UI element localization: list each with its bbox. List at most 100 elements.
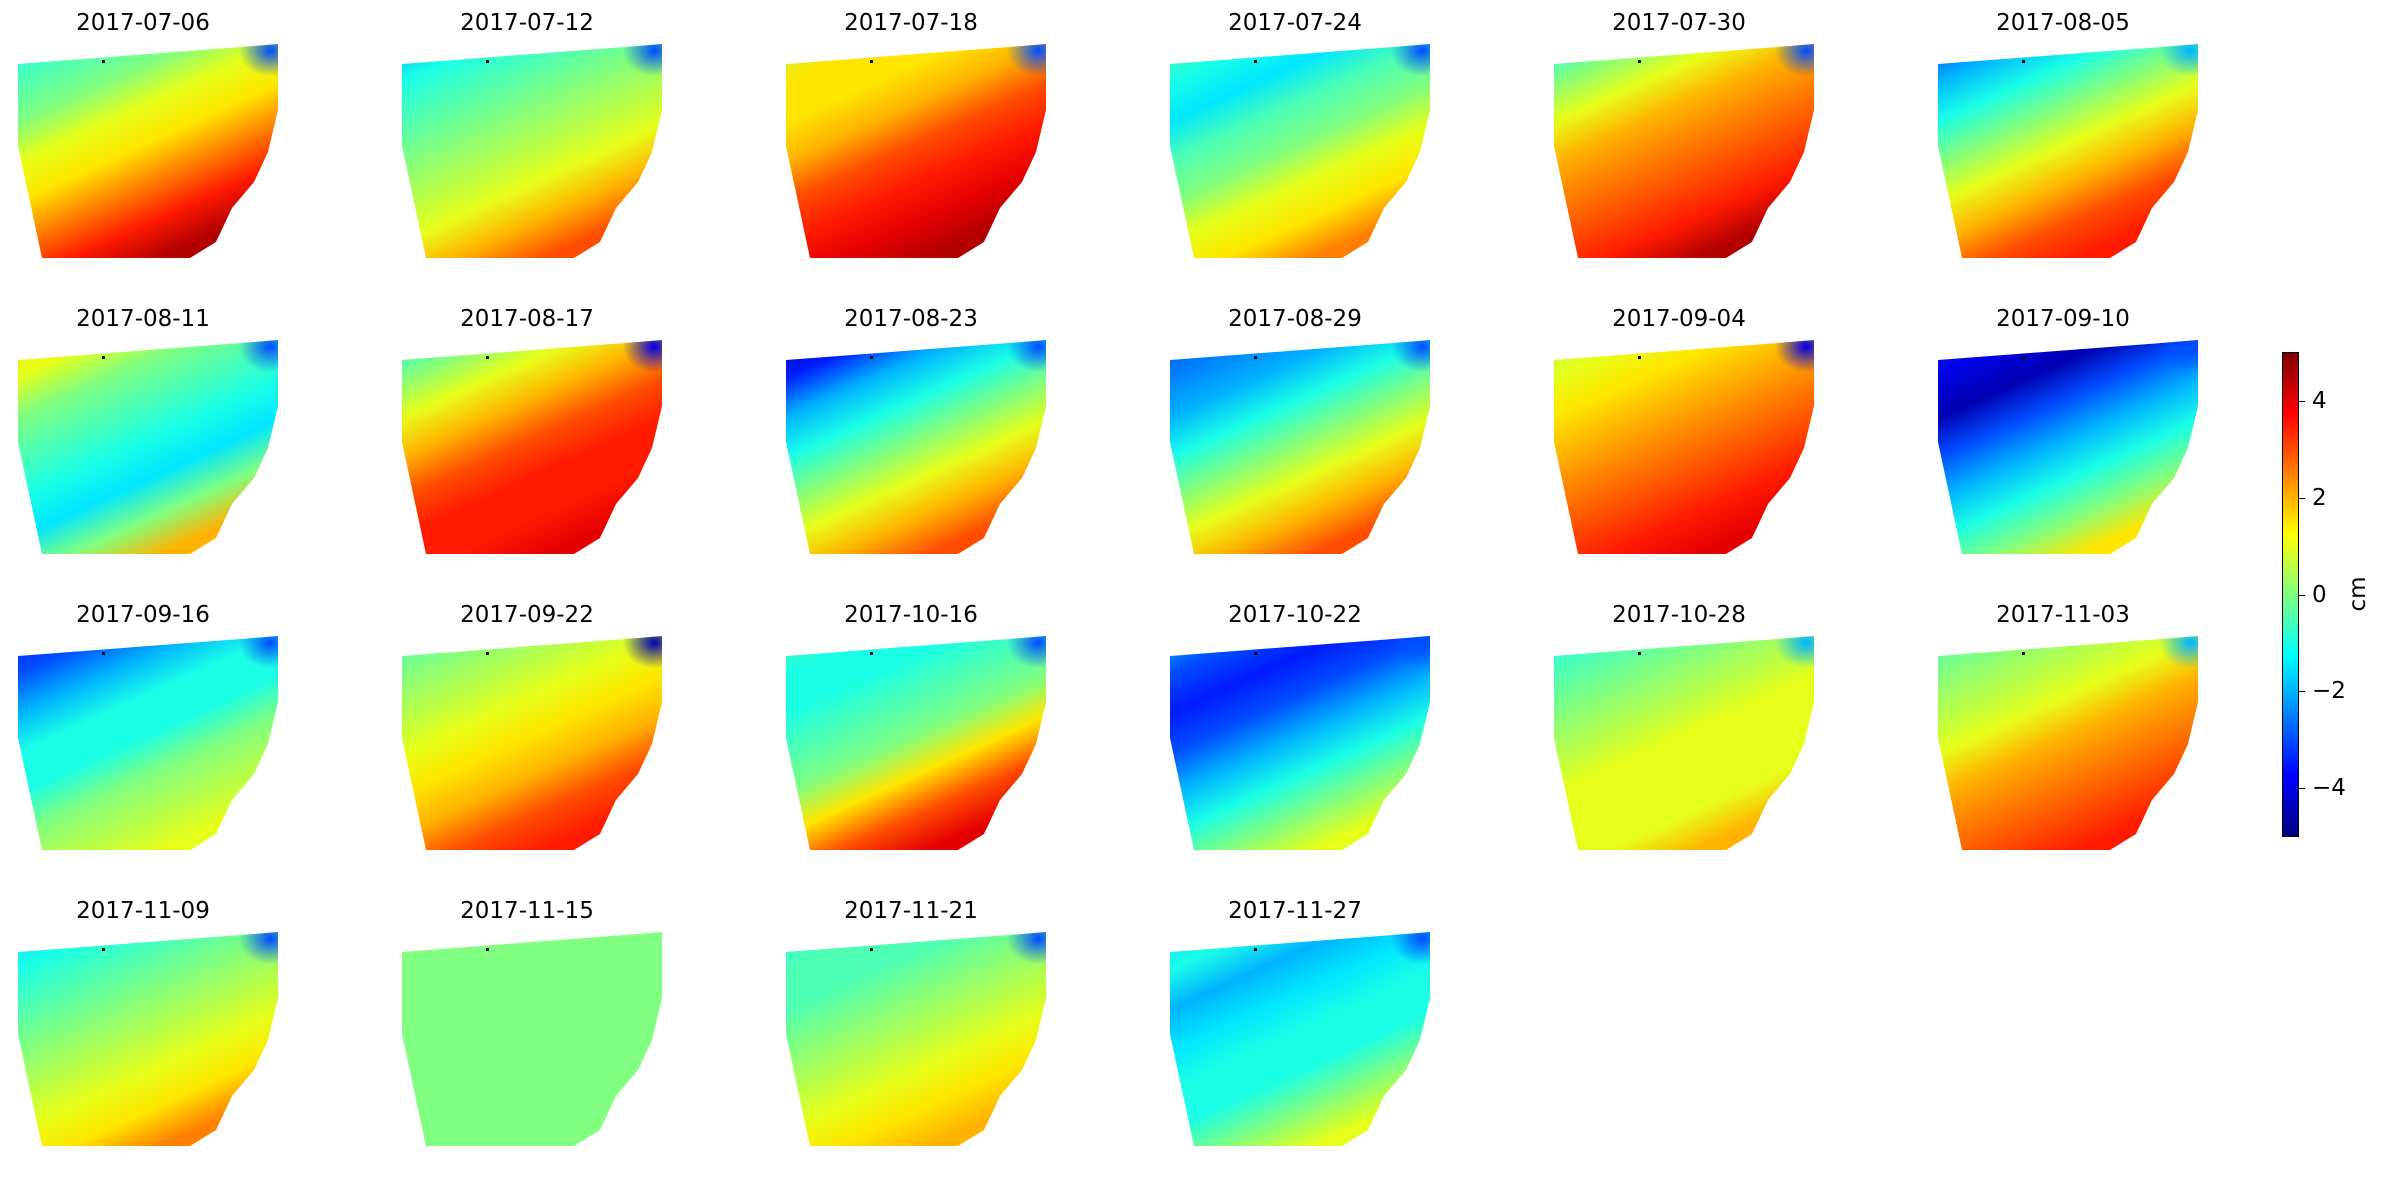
panel-2017-11-09: 2017-11-09 <box>8 896 278 1146</box>
reference-point <box>1254 60 1257 63</box>
reference-point <box>2022 652 2025 655</box>
reference-point <box>1638 60 1641 63</box>
map-corner-anomaly <box>1170 44 1430 258</box>
panel-title: 2017-09-16 <box>76 602 210 628</box>
panel-title: 2017-11-27 <box>1228 898 1362 924</box>
panel-2017-10-22: 2017-10-22 <box>1160 600 1430 850</box>
deformation-map <box>1168 930 1430 1146</box>
deformation-map-svg <box>402 636 662 850</box>
colorbar: 4 2 0 −2 −4 <box>2282 352 2352 837</box>
deformation-map <box>16 42 278 258</box>
map-corner-anomaly <box>402 636 662 850</box>
map-corner-anomaly <box>1554 44 1814 258</box>
panel-title: 2017-09-22 <box>460 602 594 628</box>
deformation-map <box>1936 634 2198 850</box>
map-corner-anomaly <box>18 636 278 850</box>
panel-2017-10-16: 2017-10-16 <box>776 600 1046 850</box>
deformation-map-svg <box>786 340 1046 554</box>
map-corner-anomaly <box>1170 636 1430 850</box>
deformation-map <box>400 42 662 258</box>
panel-title: 2017-07-24 <box>1228 10 1362 36</box>
panel-title: 2017-09-10 <box>1996 306 2130 332</box>
colorbar-tick-label: −2 <box>2312 678 2346 705</box>
colorbar-tick-label: 0 <box>2312 581 2327 608</box>
map-corner-anomaly <box>1554 340 1814 554</box>
deformation-map <box>16 930 278 1146</box>
reference-point <box>2022 356 2025 359</box>
panel-title: 2017-08-11 <box>76 306 210 332</box>
deformation-map-svg <box>1938 44 2198 258</box>
map-corner-anomaly <box>786 340 1046 554</box>
deformation-map <box>1552 42 1814 258</box>
reference-point <box>1254 948 1257 951</box>
deformation-map-svg <box>786 932 1046 1146</box>
reference-point <box>870 652 873 655</box>
colorbar-tick <box>2298 594 2305 596</box>
reference-point <box>486 356 489 359</box>
reference-point <box>870 60 873 63</box>
panel-2017-08-23: 2017-08-23 <box>776 304 1046 554</box>
panel-2017-09-04: 2017-09-04 <box>1544 304 1814 554</box>
colorbar-tick <box>2298 787 2305 789</box>
reference-point <box>102 652 105 655</box>
colorbar-tick-label: 2 <box>2312 484 2327 511</box>
panel-title: 2017-08-29 <box>1228 306 1362 332</box>
deformation-map <box>784 338 1046 554</box>
map-corner-anomaly <box>786 636 1046 850</box>
deformation-map-svg <box>1938 340 2198 554</box>
deformation-map <box>16 338 278 554</box>
panel-title: 2017-10-16 <box>844 602 978 628</box>
reference-point <box>870 356 873 359</box>
deformation-map <box>400 338 662 554</box>
panel-2017-08-17: 2017-08-17 <box>392 304 662 554</box>
deformation-map-svg <box>18 340 278 554</box>
panel-2017-07-12: 2017-07-12 <box>392 8 662 258</box>
reference-point <box>2022 60 2025 63</box>
deformation-map-svg <box>1170 636 1430 850</box>
deformation-map-svg <box>402 340 662 554</box>
panel-2017-09-22: 2017-09-22 <box>392 600 662 850</box>
panel-2017-09-16: 2017-09-16 <box>8 600 278 850</box>
panel-2017-11-27: 2017-11-27 <box>1160 896 1430 1146</box>
deformation-map-svg <box>402 44 662 258</box>
panel-2017-07-06: 2017-07-06 <box>8 8 278 258</box>
map-corner-anomaly <box>1170 932 1430 1146</box>
deformation-map <box>16 634 278 850</box>
deformation-map-svg <box>786 636 1046 850</box>
deformation-map <box>1552 634 1814 850</box>
map-corner-anomaly <box>1938 44 2198 258</box>
panel-2017-08-11: 2017-08-11 <box>8 304 278 554</box>
deformation-map <box>400 930 662 1146</box>
map-corner-anomaly <box>1938 636 2198 850</box>
reference-point <box>102 60 105 63</box>
panel-title: 2017-07-18 <box>844 10 978 36</box>
deformation-map <box>784 42 1046 258</box>
panel-title: 2017-11-03 <box>1996 602 2130 628</box>
panel-title: 2017-09-04 <box>1612 306 1746 332</box>
panel-title: 2017-11-09 <box>76 898 210 924</box>
deformation-map-svg <box>1170 44 1430 258</box>
colorbar-tick <box>2298 691 2305 693</box>
reference-point <box>1254 356 1257 359</box>
deformation-map-svg <box>1554 44 1814 258</box>
map-corner-anomaly <box>402 932 662 1146</box>
panel-2017-07-30: 2017-07-30 <box>1544 8 1814 258</box>
colorbar-tick-label: −4 <box>2312 774 2346 801</box>
map-corner-anomaly <box>402 44 662 258</box>
panel-2017-11-03: 2017-11-03 <box>1928 600 2198 850</box>
reference-point <box>1254 652 1257 655</box>
deformation-map <box>1168 42 1430 258</box>
reference-point <box>486 948 489 951</box>
panel-2017-08-05: 2017-08-05 <box>1928 8 2198 258</box>
deformation-map-svg <box>18 636 278 850</box>
deformation-map <box>1168 338 1430 554</box>
map-corner-anomaly <box>1170 340 1430 554</box>
deformation-map-svg <box>18 44 278 258</box>
panel-title: 2017-08-17 <box>460 306 594 332</box>
map-corner-anomaly <box>18 932 278 1146</box>
panel-title: 2017-07-06 <box>76 10 210 36</box>
deformation-map-svg <box>18 932 278 1146</box>
colorbar-tick-label: 4 <box>2312 388 2327 415</box>
deformation-map-svg <box>1554 340 1814 554</box>
panel-title: 2017-07-12 <box>460 10 594 36</box>
